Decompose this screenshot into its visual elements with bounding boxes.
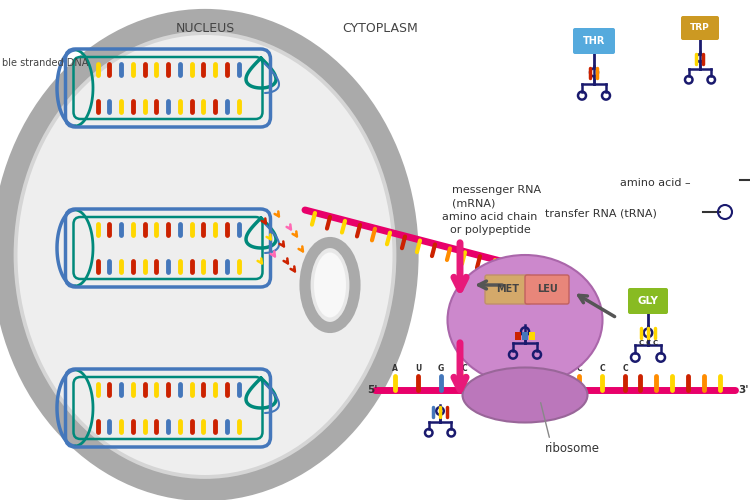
Ellipse shape bbox=[463, 368, 587, 422]
Text: amino acid –: amino acid – bbox=[620, 178, 691, 188]
Text: C: C bbox=[599, 364, 604, 373]
Ellipse shape bbox=[2, 20, 407, 490]
Text: MET: MET bbox=[496, 284, 520, 294]
Text: TRP: TRP bbox=[690, 24, 709, 32]
Text: LEU: LEU bbox=[537, 284, 557, 294]
Text: C: C bbox=[554, 364, 559, 373]
Text: C: C bbox=[507, 364, 513, 373]
FancyBboxPatch shape bbox=[573, 28, 615, 54]
Text: C: C bbox=[652, 340, 658, 346]
Text: NUCLEUS: NUCLEUS bbox=[176, 22, 235, 35]
Ellipse shape bbox=[17, 35, 392, 475]
Text: U: U bbox=[415, 364, 422, 373]
Bar bbox=[515, 332, 521, 340]
Text: THR: THR bbox=[583, 36, 605, 46]
Text: GLY: GLY bbox=[638, 296, 658, 306]
Text: A: A bbox=[392, 364, 398, 373]
FancyBboxPatch shape bbox=[525, 275, 569, 304]
Bar bbox=[529, 332, 535, 340]
Ellipse shape bbox=[314, 252, 346, 318]
Ellipse shape bbox=[448, 255, 602, 385]
Text: U: U bbox=[484, 364, 490, 373]
Text: 5': 5' bbox=[368, 385, 378, 395]
Text: C: C bbox=[638, 340, 644, 346]
Ellipse shape bbox=[305, 242, 355, 328]
Text: C: C bbox=[461, 364, 466, 373]
FancyBboxPatch shape bbox=[628, 288, 668, 314]
Text: messenger RNA
(mRNA): messenger RNA (mRNA) bbox=[452, 185, 542, 208]
Text: U: U bbox=[530, 364, 536, 373]
FancyBboxPatch shape bbox=[485, 275, 531, 304]
Text: 3': 3' bbox=[738, 385, 748, 395]
Text: CYTOPLASM: CYTOPLASM bbox=[342, 22, 418, 35]
Text: C: C bbox=[576, 364, 582, 373]
Text: C: C bbox=[646, 340, 650, 346]
Text: G: G bbox=[438, 364, 444, 373]
Text: transfer RNA (tRNA): transfer RNA (tRNA) bbox=[545, 208, 657, 218]
FancyBboxPatch shape bbox=[681, 16, 719, 40]
Text: C: C bbox=[622, 364, 628, 373]
Text: ble stranded DNA: ble stranded DNA bbox=[2, 58, 88, 68]
Bar bbox=[522, 332, 528, 340]
Text: amino acid chain
or polypeptide: amino acid chain or polypeptide bbox=[442, 212, 538, 235]
Text: ribosome: ribosome bbox=[545, 442, 600, 455]
